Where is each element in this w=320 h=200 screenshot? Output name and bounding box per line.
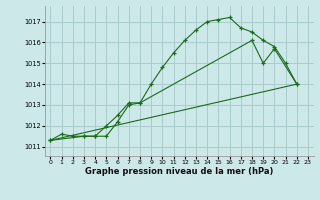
- X-axis label: Graphe pression niveau de la mer (hPa): Graphe pression niveau de la mer (hPa): [85, 167, 273, 176]
